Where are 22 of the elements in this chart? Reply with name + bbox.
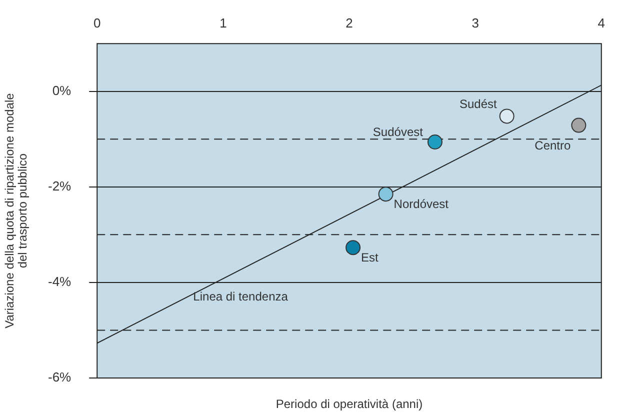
x-tick-label: 4 xyxy=(598,15,605,30)
y-tick-label: -6% xyxy=(48,370,72,385)
series-label: Est xyxy=(361,250,380,265)
series-label: Sudóvest xyxy=(372,125,424,140)
series-label: Linea di tendenza xyxy=(193,290,288,304)
point xyxy=(499,108,514,124)
point xyxy=(378,186,394,202)
series-label: Nordóvest xyxy=(394,197,450,212)
point xyxy=(346,240,361,256)
y-tick-label: -2% xyxy=(48,178,72,194)
series-label: Centro xyxy=(534,138,572,152)
x-tick-label: 0 xyxy=(94,15,101,30)
point xyxy=(427,134,442,150)
x-tick-label: 3 xyxy=(472,15,479,30)
y-axis-title: Variazione della quota di ripartizione modale del trasporto pubblico xyxy=(2,92,30,328)
x-tick-label: 1 xyxy=(220,15,227,30)
series-label: Sudést xyxy=(459,97,498,112)
y-tick-label: 0% xyxy=(52,82,72,98)
y-tick-label: -4% xyxy=(48,274,72,290)
x-tick-label: 2 xyxy=(346,15,353,30)
point xyxy=(571,118,586,133)
x-axis-title: Periodo di operatività (anni) xyxy=(276,397,423,411)
